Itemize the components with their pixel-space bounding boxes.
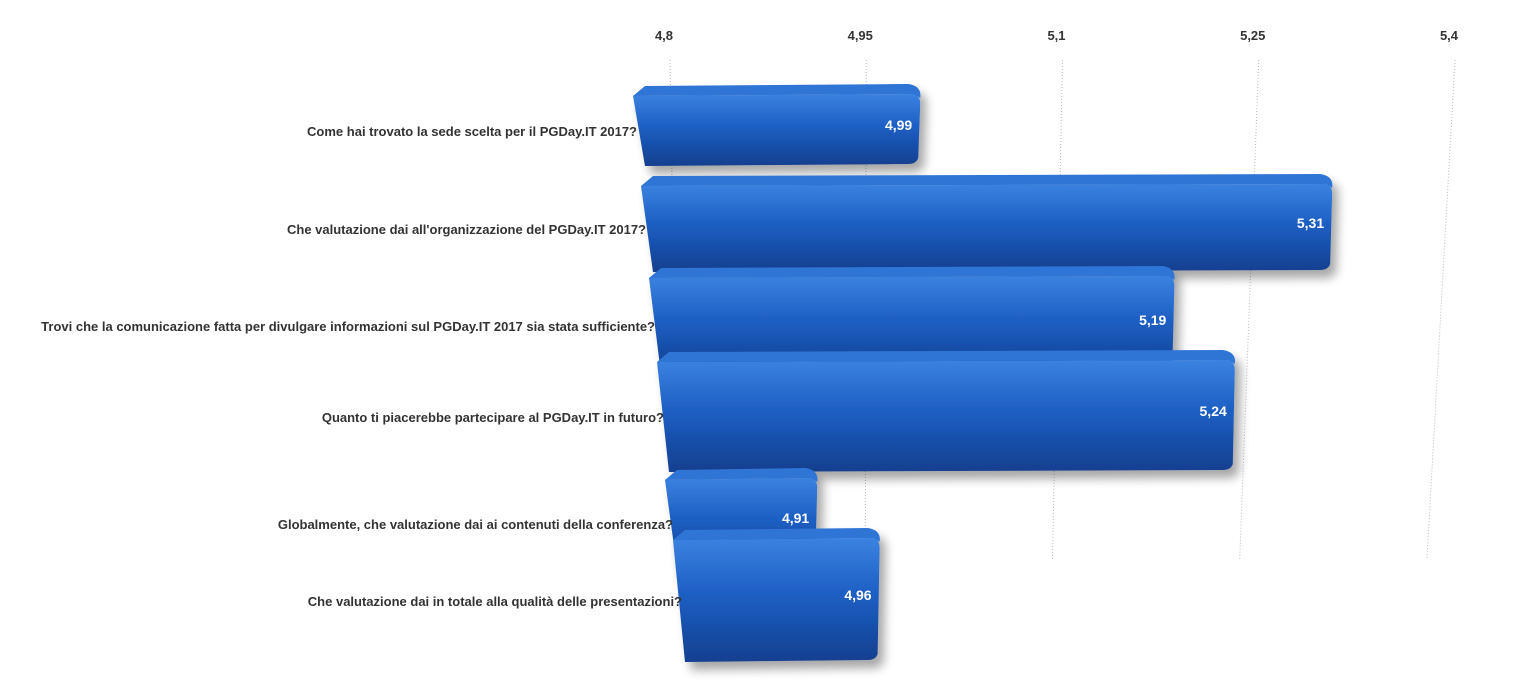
data-label: 4,91 [782, 510, 809, 526]
category-label: Che valutazione dai in totale alla quali… [308, 594, 682, 609]
x-tick-label: 4,8 [655, 28, 673, 43]
bar [641, 174, 1333, 272]
data-label: 4,99 [885, 117, 912, 133]
bar-top [641, 174, 1333, 188]
data-label: 4,96 [844, 587, 871, 603]
bar [649, 266, 1175, 374]
bar-top [657, 350, 1236, 364]
category-labels: Come hai trovato la sede scelta per il P… [41, 124, 682, 609]
bar-face [641, 184, 1333, 272]
bar-top [665, 468, 818, 482]
data-label: 5,24 [1200, 403, 1227, 419]
bar-face [657, 360, 1235, 472]
bar-face [633, 94, 921, 166]
category-label: Trovi che la comunicazione fatta per div… [41, 319, 655, 334]
data-label: 5,19 [1139, 312, 1166, 328]
bar-top [649, 266, 1175, 280]
bar-top [673, 528, 880, 542]
bars: 4,99 5,31 5,19 5,24 4,91 4,96 [633, 84, 1333, 662]
x-tick-label: 5,25 [1240, 28, 1265, 43]
x-tick-label: 5,4 [1440, 28, 1459, 43]
data-label: 5,31 [1297, 215, 1324, 231]
bar-face [649, 276, 1175, 374]
bar-face [673, 538, 880, 662]
category-label: Come hai trovato la sede scelta per il P… [307, 124, 637, 139]
grid-lines [669, 59, 1456, 561]
category-label: Quanto ti piacerebbe partecipare al PGDa… [322, 410, 664, 425]
bar [673, 528, 880, 662]
category-label: Globalmente, che valutazione dai ai cont… [278, 517, 673, 532]
x-axis-ticks: 4,8 4,95 5,1 5,25 5,4 [655, 28, 1459, 43]
bar-top [633, 84, 921, 98]
grid-line [1239, 59, 1260, 561]
x-tick-label: 4,95 [848, 28, 873, 43]
bar [657, 350, 1236, 472]
category-label: Che valutazione dai all'organizzazione d… [287, 222, 646, 237]
grid-line [1426, 59, 1456, 561]
bar [633, 84, 921, 166]
x-tick-label: 5,1 [1047, 28, 1065, 43]
